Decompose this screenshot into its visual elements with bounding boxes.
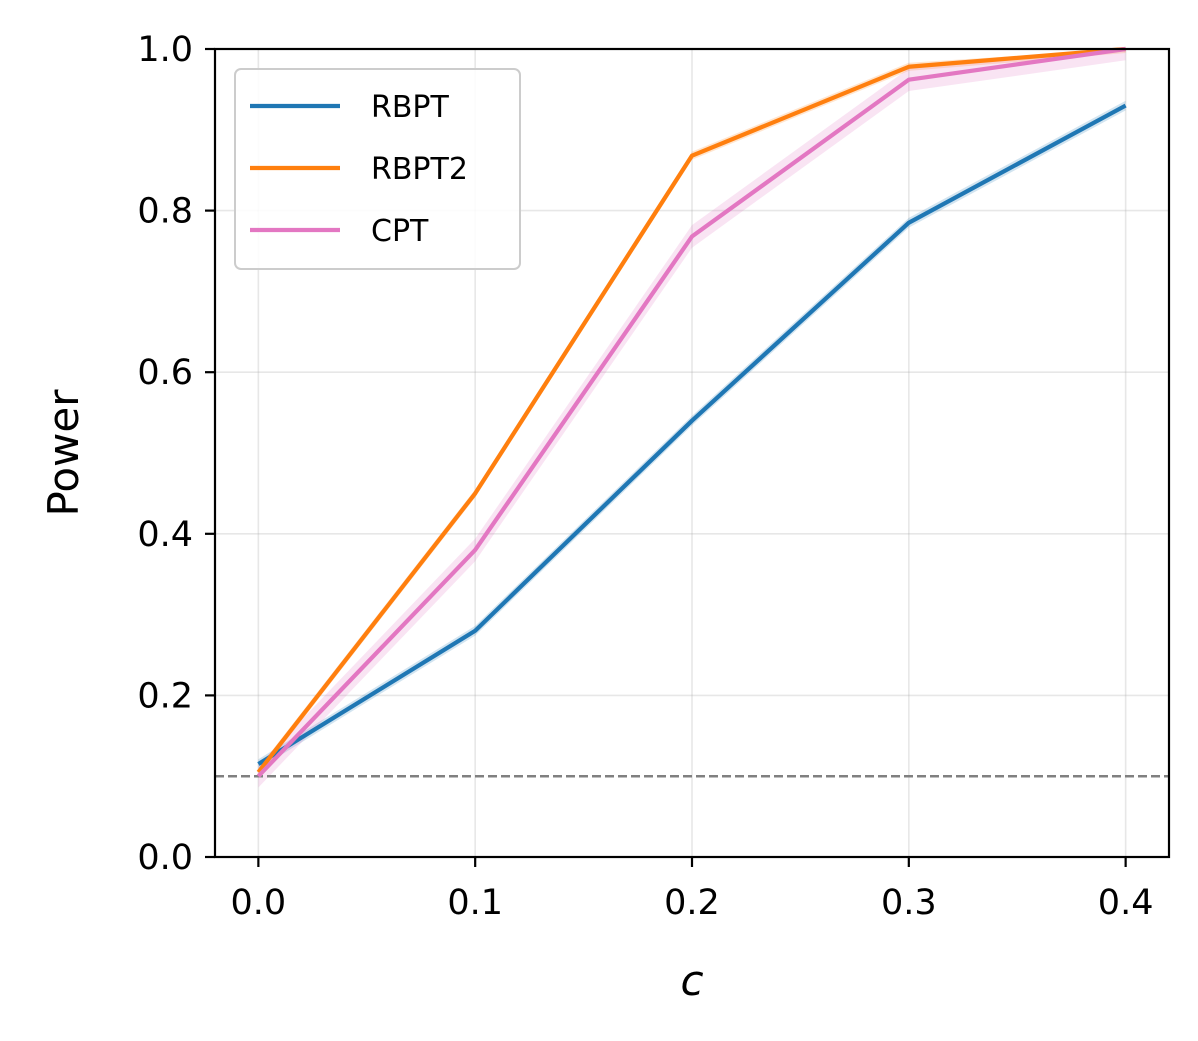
x-tick-label-0: 0.0 bbox=[231, 883, 287, 923]
axis-ticks: 0.0 0.1 0.2 0.3 0.4 0.0 0.2 0.4 0.6 0.8 1.0 bbox=[137, 30, 1153, 923]
legend: RBPT RBPT2 CPT bbox=[234, 68, 521, 270]
legend-box bbox=[234, 68, 521, 270]
legend-label-rbpt: RBPT bbox=[371, 90, 450, 125]
series-line-rbpt bbox=[257, 103, 1127, 766]
axis-labels: c Power bbox=[39, 389, 704, 1005]
series-line-cpt bbox=[256, 46, 1126, 778]
y-tick-label-1: 0.2 bbox=[137, 676, 193, 716]
series-lines bbox=[256, 46, 1127, 778]
y-tick-label-5: 1.0 bbox=[137, 30, 193, 70]
series-line-rbpt2 bbox=[256, 46, 1126, 774]
y-tick-label-0: 0.0 bbox=[137, 838, 193, 878]
legend-label-rbpt2: RBPT2 bbox=[371, 152, 468, 187]
legend-label-cpt: CPT bbox=[371, 214, 429, 249]
x-tick-label-4: 0.4 bbox=[1098, 883, 1154, 923]
x-tick-label-1: 0.1 bbox=[447, 883, 503, 923]
y-tick-label-2: 0.4 bbox=[137, 515, 193, 555]
x-axis-label: c bbox=[680, 956, 703, 1005]
x-tick-label-2: 0.2 bbox=[664, 883, 720, 923]
x-tick-label-3: 0.3 bbox=[881, 883, 937, 923]
y-tick-label-3: 0.6 bbox=[137, 353, 193, 393]
y-axis-label: Power bbox=[39, 389, 88, 517]
y-tick-label-4: 0.8 bbox=[137, 192, 193, 232]
